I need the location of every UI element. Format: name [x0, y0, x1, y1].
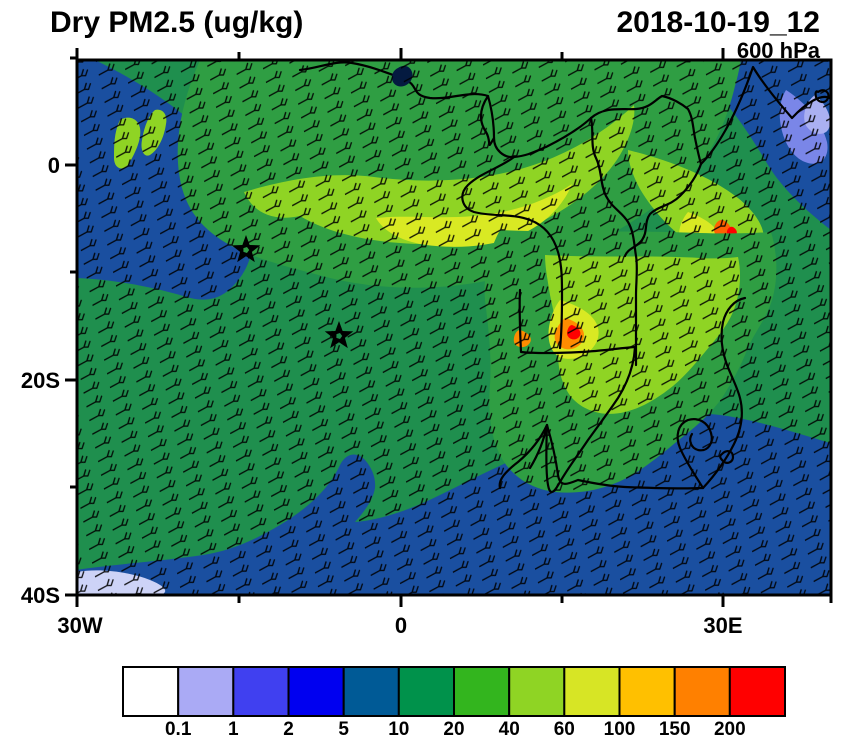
svg-text:40: 40 — [499, 719, 520, 740]
svg-text:150: 150 — [659, 719, 691, 740]
svg-text:60: 60 — [554, 719, 575, 740]
svg-text:30W: 30W — [57, 613, 102, 638]
svg-text:600 hPa: 600 hPa — [737, 38, 821, 63]
svg-text:0: 0 — [48, 153, 60, 178]
svg-text:20: 20 — [443, 719, 464, 740]
svg-text:10: 10 — [388, 719, 409, 740]
svg-text:40S: 40S — [21, 583, 60, 608]
svg-text:5: 5 — [338, 719, 349, 740]
svg-text:0.1: 0.1 — [165, 719, 192, 740]
svg-text:200: 200 — [714, 719, 746, 740]
svg-text:30E: 30E — [703, 613, 742, 638]
svg-text:2018-10-19_12: 2018-10-19_12 — [616, 6, 820, 39]
svg-text:20S: 20S — [21, 368, 60, 393]
svg-text:0: 0 — [395, 613, 407, 638]
svg-text:2: 2 — [283, 719, 294, 740]
svg-text:Dry PM2.5 (ug/kg): Dry PM2.5 (ug/kg) — [50, 6, 303, 39]
svg-text:1: 1 — [228, 719, 239, 740]
svg-text:100: 100 — [604, 719, 636, 740]
